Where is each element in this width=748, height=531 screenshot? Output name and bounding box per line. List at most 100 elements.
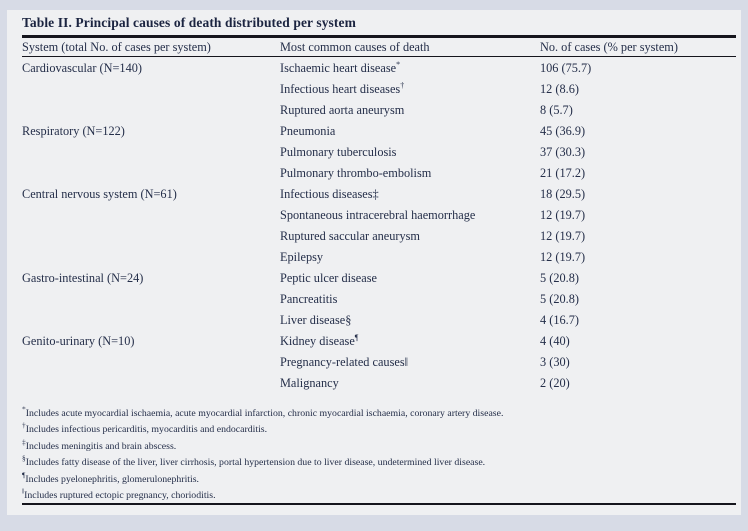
cause-text: Epilepsy [280, 250, 324, 264]
cases-cell: 45 (36.9) [540, 124, 586, 138]
footnote: ¶Includes pyelonephritis, glomerulonephr… [22, 470, 736, 488]
footnote-text: Includes fatty disease of the liver, liv… [25, 457, 486, 469]
table-row: Pulmonary tuberculosis 37 (30.3) [22, 142, 736, 163]
cases-cell: 5 (20.8) [540, 292, 579, 306]
column-header-system: System (total No. of cases per system) [22, 40, 211, 54]
table-row: Ruptured saccular aneurysm 12 (19.7) [22, 226, 736, 247]
system-cell: Genito-urinary (N=10) [22, 334, 135, 348]
system-cell: Cardiovascular (N=140) [22, 61, 142, 75]
column-header-cases: No. of cases (% per system) [540, 40, 678, 54]
cause-cell: Ischaemic heart disease* [280, 58, 400, 79]
cause-cell: Pulmonary thrombo-embolism [280, 163, 431, 184]
footnote-marker: ‡ [372, 187, 379, 201]
footnote: ‡Includes meningitis and brain abscess. [22, 438, 736, 455]
cases-cell: 12 (19.7) [540, 208, 586, 222]
cause-text: Spontaneous intracerebral haemorrhage [280, 208, 476, 222]
footnote-marker: * [396, 59, 401, 69]
footnote-marker: ¶ [22, 470, 26, 480]
table-row: Cardiovascular (N=140) Ischaemic heart d… [22, 58, 736, 79]
footnotes-section: *Includes acute myocardial ischaemia, ac… [22, 405, 736, 504]
cause-text: Pulmonary thrombo-embolism [280, 166, 432, 180]
table-title: Table II. Principal causes of death dist… [22, 15, 356, 30]
table-row: Genito-urinary (N=10) Kidney disease¶ 4 … [22, 331, 736, 352]
cases-cell: 106 (75.7) [540, 61, 592, 75]
footnote: ‖Includes ruptured ectopic pregnancy, ch… [22, 486, 736, 504]
cause-cell: Kidney disease¶ [280, 331, 358, 352]
cause-text: Pregnancy-related causes [280, 355, 405, 369]
table-row: Infectious heart diseases† 12 (8.6) [22, 79, 736, 100]
cause-cell: Pregnancy-related causes‖ [280, 352, 408, 373]
cause-cell: Spontaneous intracerebral haemorrhage [280, 205, 475, 226]
cause-cell: Pancreatitis [280, 289, 337, 310]
footnote-marker: ‖ [22, 486, 25, 496]
cases-cell: 2 (20) [540, 376, 570, 390]
table-row: Pancreatitis 5 (20.8) [22, 289, 736, 310]
footnote-marker: † [22, 421, 26, 431]
cause-cell: Epilepsy [280, 247, 323, 268]
cause-text: Infectious heart diseases [280, 82, 401, 96]
table-row: Respiratory (N=122) Pneumonia 45 (36.9) [22, 121, 736, 142]
footnote-text: Includes ruptured ectopic pregnancy, cho… [24, 489, 216, 501]
bottom-rule [22, 503, 736, 506]
cause-text: Pulmonary tuberculosis [280, 145, 397, 159]
cause-cell: Ruptured aorta aneurysm [280, 100, 404, 121]
footnote-text: Includes pyelonephritis, glomerulonephri… [25, 473, 199, 485]
cases-cell: 3 (30) [540, 355, 570, 369]
cause-text: Malignancy [280, 376, 339, 390]
footnote-text: Includes infectious pericarditis, myocar… [25, 424, 268, 436]
footnote-marker: § [345, 313, 352, 327]
cause-text: Peptic ulcer disease [280, 271, 377, 285]
footnote-marker: § [22, 453, 26, 463]
cause-text: Ruptured aorta aneurysm [280, 103, 405, 117]
table-row: Liver disease§ 4 (16.7) [22, 310, 736, 331]
footnote: §Includes fatty disease of the liver, li… [22, 455, 736, 471]
cause-cell: Infectious heart diseases† [280, 79, 404, 100]
cause-text: Pneumonia [280, 124, 336, 138]
footnote: †Includes infectious pericarditis, myoca… [22, 422, 736, 438]
system-cell: Gastro-intestinal (N=24) [22, 271, 144, 285]
table-header-row: System (total No. of cases per system) M… [22, 38, 736, 56]
cases-cell: 18 (29.5) [540, 187, 586, 201]
footnote-marker: ¶ [354, 332, 359, 342]
cause-text: Kidney disease [280, 334, 355, 348]
table-row: Spontaneous intracerebral haemorrhage 12… [22, 205, 736, 226]
cases-cell: 8 (5.7) [540, 103, 573, 117]
cause-cell: Pulmonary tuberculosis [280, 142, 396, 163]
cause-text: Liver disease [280, 313, 346, 327]
cause-cell: Infectious diseases‡ [280, 184, 379, 205]
table-row: Central nervous system (N=61) Infectious… [22, 184, 736, 205]
cases-cell: 4 (40) [540, 334, 570, 348]
footnote: *Includes acute myocardial ischaemia, ac… [22, 405, 736, 422]
cause-text: Infectious diseases [280, 187, 373, 201]
cause-cell: Pneumonia [280, 121, 335, 142]
cases-cell: 4 (16.7) [540, 313, 579, 327]
cases-cell: 12 (8.6) [540, 82, 579, 96]
cause-cell: Peptic ulcer disease [280, 268, 377, 289]
cases-cell: 12 (19.7) [540, 250, 586, 264]
header-rule [22, 56, 736, 58]
cause-text: Pancreatitis [280, 292, 338, 306]
table-body: Cardiovascular (N=140) Ischaemic heart d… [22, 58, 736, 394]
table-row: Ruptured aorta aneurysm 8 (5.7) [22, 100, 736, 121]
top-rule [22, 35, 736, 38]
cases-cell: 37 (30.3) [540, 145, 586, 159]
table-row: Gastro-intestinal (N=24) Peptic ulcer di… [22, 268, 736, 289]
cause-cell: Liver disease§ [280, 310, 351, 331]
cases-cell: 21 (17.2) [540, 166, 586, 180]
table-panel [7, 10, 741, 515]
system-cell: Central nervous system (N=61) [22, 187, 177, 201]
cause-cell: Ruptured saccular aneurysm [280, 226, 420, 247]
cause-text: Ischaemic heart disease [280, 61, 397, 75]
table-row: Epilepsy 12 (19.7) [22, 247, 736, 268]
table-row: Pregnancy-related causes‖ 3 (30) [22, 352, 736, 373]
footnote-text: Includes meningitis and brain abscess. [25, 440, 177, 452]
system-cell: Respiratory (N=122) [22, 124, 125, 138]
cause-text: Ruptured saccular aneurysm [280, 229, 420, 243]
table-row: Pulmonary thrombo-embolism 21 (17.2) [22, 163, 736, 184]
footnote-marker: ‖ [404, 355, 409, 369]
cases-cell: 12 (19.7) [540, 229, 586, 243]
cases-cell: 5 (20.8) [540, 271, 579, 285]
footnote-text: Includes acute myocardial ischaemia, acu… [25, 408, 504, 419]
cause-cell: Malignancy [280, 373, 339, 394]
column-header-cause: Most common causes of death [280, 40, 430, 54]
